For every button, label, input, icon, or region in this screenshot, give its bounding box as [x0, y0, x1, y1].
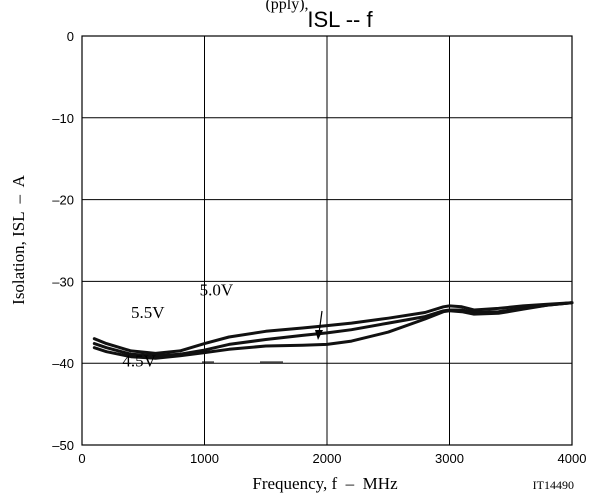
y-tick-label: –20	[52, 193, 74, 208]
x-axis-label: Frequency, f – MHz	[252, 474, 398, 493]
chart-title: ISL -- f	[307, 7, 373, 32]
series-label-2: 4.5V	[122, 351, 156, 370]
x-tick-label: 0	[78, 451, 85, 466]
x-tick-label: 3000	[435, 451, 464, 466]
y-tick-label: 0	[67, 29, 74, 44]
x-tick-label: 4000	[558, 451, 587, 466]
x-tick-label: 2000	[313, 451, 342, 466]
figure-code: IT14490	[533, 478, 574, 492]
y-tick-label: –40	[52, 356, 74, 371]
series-lines	[92, 301, 574, 360]
series-line-0	[92, 301, 574, 355]
y-tick-label: –10	[52, 111, 74, 126]
header-fragment: (pply),	[265, 0, 308, 13]
series-label-0: 5.5V	[131, 303, 165, 322]
y-axis-label: Isolation, ISL – A	[9, 174, 28, 304]
series-annotations: 5.5V 5.0V 4.5V	[122, 280, 233, 370]
series-line-2	[92, 301, 574, 360]
y-tick-label: –30	[52, 274, 74, 289]
series-label-1: 5.0V	[200, 280, 234, 299]
plot-frame	[81, 35, 573, 446]
leader-5-0v	[318, 310, 323, 334]
y-tick-label: –50	[52, 438, 74, 453]
x-tick-label: 1000	[190, 451, 219, 466]
arrowhead-5-0v	[315, 330, 323, 340]
tick-labels: 0 1000 2000 3000 4000 0 –10 –20 –30 –40 –50	[52, 29, 586, 466]
grid-lines	[82, 36, 572, 445]
series-line-1	[92, 301, 574, 358]
